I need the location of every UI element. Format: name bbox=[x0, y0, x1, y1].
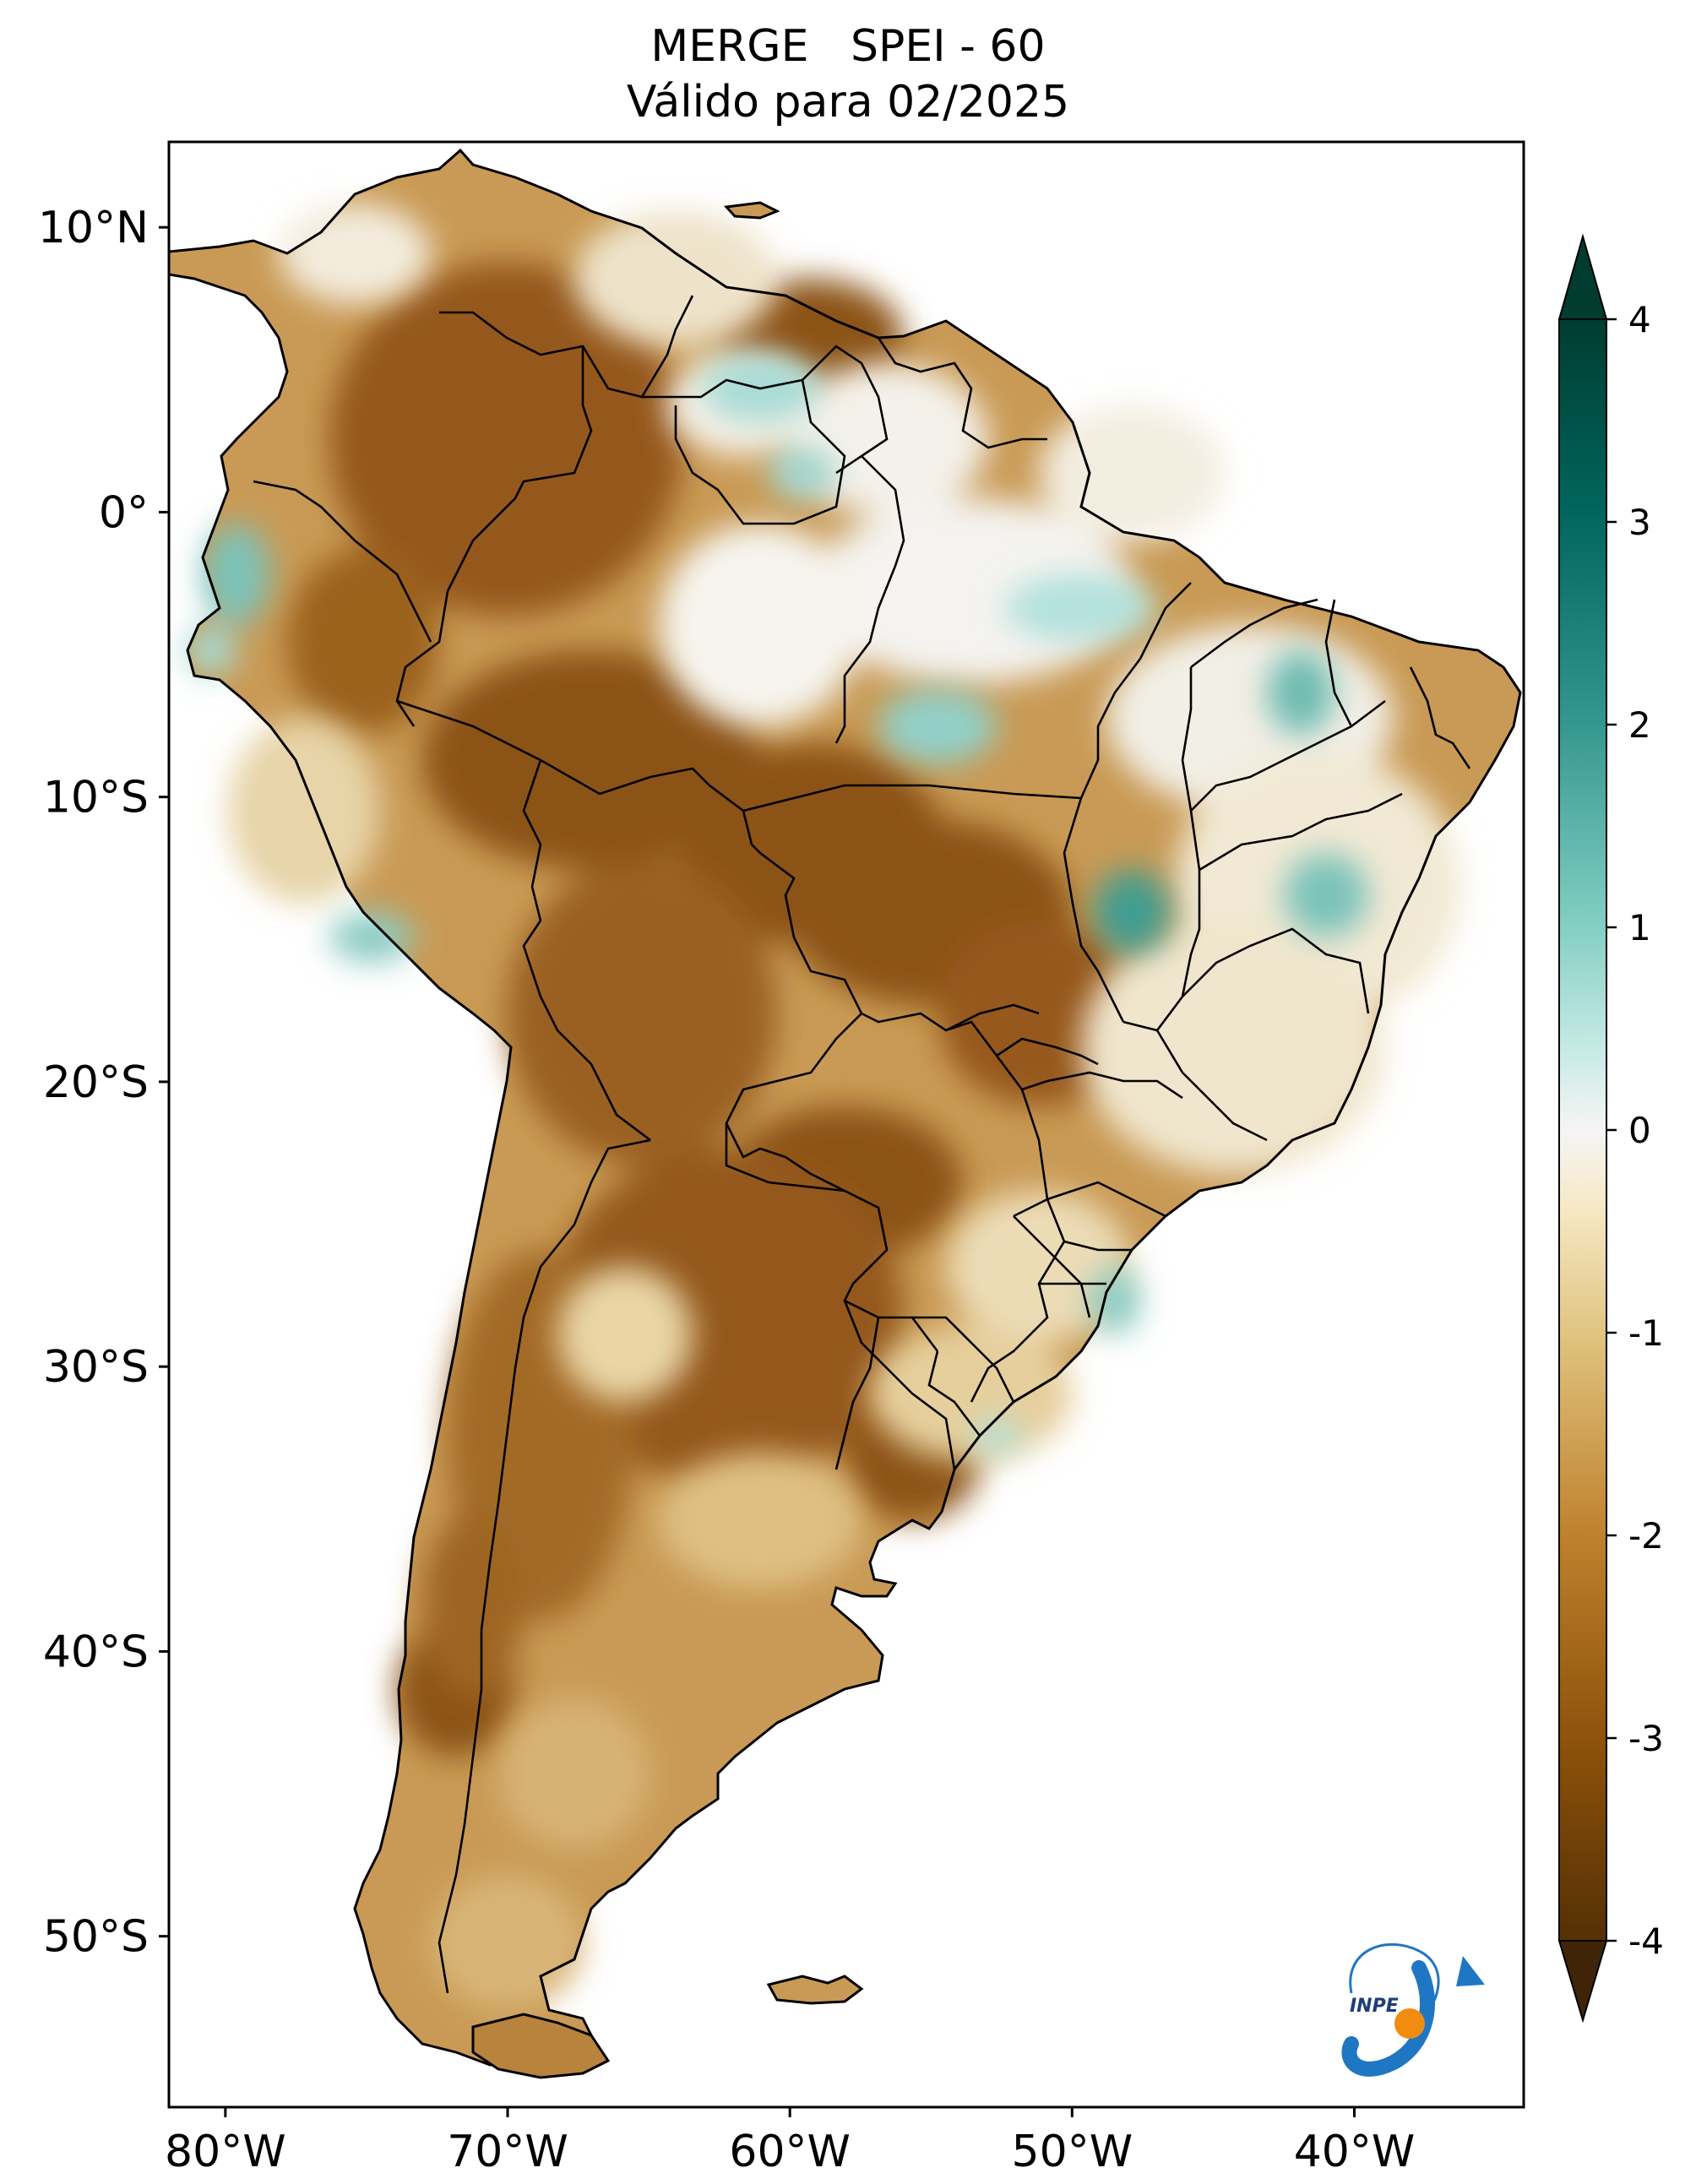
lat-tick-label: 10°S bbox=[43, 773, 149, 823]
map-frame bbox=[167, 140, 1525, 2109]
colorbar-tick-label: 4 bbox=[1628, 299, 1651, 340]
inpe-logo-arrow-icon bbox=[1341, 1960, 1435, 2077]
colorbar-tick-label: -3 bbox=[1628, 1718, 1664, 1759]
inpe-logo-text: INPE bbox=[1350, 1996, 1399, 2017]
colorbar-ticks: 4 3 2 1 0 -1 -2 -3 -4 bbox=[1606, 299, 1664, 1962]
caribbean-island bbox=[723, 201, 780, 220]
lon-tick-label: 70°W bbox=[447, 2127, 568, 2177]
country-borders bbox=[253, 295, 1471, 1994]
title-line-1: MERGE SPEI - 60 bbox=[650, 21, 1046, 72]
colorbar: 4 3 2 1 0 -1 -2 -3 -4 bbox=[1557, 233, 1664, 2024]
lat-tick-label: 40°S bbox=[43, 1627, 149, 1677]
lat-tick-label: 30°S bbox=[43, 1342, 149, 1393]
colorbar-tick-label: -1 bbox=[1628, 1312, 1664, 1354]
colorbar-extend-min bbox=[1557, 1940, 1608, 2024]
lon-tick-label: 60°W bbox=[729, 2127, 851, 2177]
longitude-ticks: 80°W 70°W 60°W 50°W 40°W bbox=[165, 2107, 1415, 2177]
map-area bbox=[169, 148, 1522, 2079]
colorbar-tick-label: -4 bbox=[1628, 1921, 1664, 1962]
coastline bbox=[169, 148, 1522, 2067]
colorbar-tick-label: 2 bbox=[1628, 704, 1651, 746]
lat-tick-label: 50°S bbox=[43, 1912, 149, 1963]
colorbar-body bbox=[1558, 318, 1607, 1942]
lat-tick-label: 10°N bbox=[38, 203, 149, 253]
inpe-logo-dot-icon bbox=[1394, 2008, 1425, 2039]
lon-tick-label: 40°W bbox=[1294, 2127, 1416, 2177]
lon-tick-label: 50°W bbox=[1012, 2127, 1133, 2177]
title-line-2: Válido para 02/2025 bbox=[626, 77, 1070, 128]
lat-tick-label: 0° bbox=[99, 487, 149, 538]
lat-tick-label: 20°S bbox=[43, 1057, 149, 1108]
colorbar-extend-max bbox=[1557, 233, 1608, 320]
colorbar-tick-label: 3 bbox=[1628, 502, 1651, 543]
colorbar-tick-label: 1 bbox=[1628, 907, 1651, 948]
tierra-del-fuego bbox=[471, 2013, 611, 2079]
falkland-islands bbox=[766, 1975, 864, 2005]
lon-tick-label: 80°W bbox=[165, 2127, 286, 2177]
colorbar-tick-label: -2 bbox=[1628, 1515, 1664, 1557]
colorbar-tick-label: 0 bbox=[1628, 1110, 1651, 1151]
inpe-logo: INPE bbox=[1341, 1942, 1485, 2077]
map-title: MERGE SPEI - 60 Válido para 02/2025 bbox=[0, 19, 1696, 130]
inpe-logo-arrowhead-icon bbox=[1456, 1956, 1485, 1986]
latitude-ticks: 10°N 0° 10°S 20°S 30°S 40°S 50°S bbox=[38, 203, 169, 1963]
wet-anomaly-patches bbox=[186, 355, 1368, 1453]
inpe-logo-orbit-icon bbox=[1349, 1942, 1440, 2020]
